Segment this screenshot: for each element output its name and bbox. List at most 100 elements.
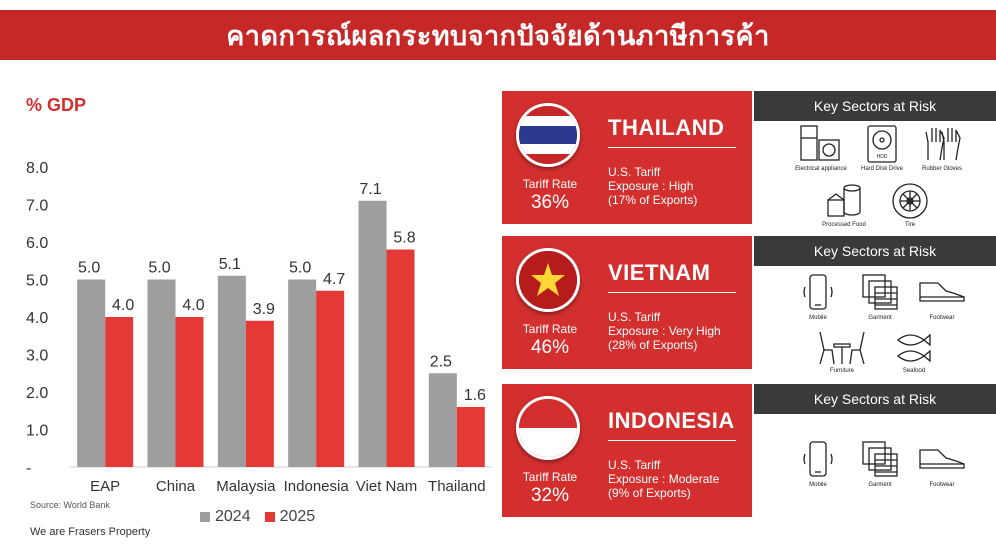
garment-icon xyxy=(862,274,898,310)
divider xyxy=(608,292,736,293)
country-card-indonesia: Tariff Rate 32% INDONESIA U.S. Tariff Ex… xyxy=(502,384,752,517)
footwear-icon xyxy=(919,449,965,469)
legend-swatch-2024 xyxy=(200,512,210,522)
mobile-icon xyxy=(803,441,833,477)
data-label: 2.5 xyxy=(430,353,452,370)
source-note: Source: World Bank xyxy=(30,500,110,510)
exposure-line-3: (28% of Exports) xyxy=(608,338,698,352)
y-tick-label: 7.0 xyxy=(26,198,48,215)
sector-footwear: Footwear xyxy=(912,273,972,321)
data-label: 5.0 xyxy=(289,260,311,277)
bar-2025-china xyxy=(175,317,204,467)
tariff-rate-label: Tariff Rate xyxy=(522,470,578,484)
appliance-icon xyxy=(800,125,840,161)
sector-tire: Tire xyxy=(880,182,940,228)
thailand-flag-icon xyxy=(516,103,580,167)
footer-note: We are Frasers Property xyxy=(30,526,151,538)
bar-2025-viet-nam xyxy=(386,249,415,467)
sector-seafood: Seafood xyxy=(886,330,942,374)
country-name: THAILAND xyxy=(608,115,725,140)
hard-disk-icon: HDD xyxy=(867,125,897,163)
mobile-icon xyxy=(803,274,833,310)
page-title: คาดการณ์ผลกระทบจากปัจจัยด้านภาษีการค้า xyxy=(226,20,770,52)
exposure-text: U.S. Tariff Exposure : High (17% of Expo… xyxy=(608,165,697,207)
y-tick-label: 2.0 xyxy=(26,385,48,402)
data-label: 1.6 xyxy=(464,387,486,404)
sector-electrical-appliance: Electrical appliance xyxy=(786,124,856,172)
divider xyxy=(608,440,736,441)
sector-header-indonesia: Key Sectors at Risk xyxy=(754,384,996,414)
sector-mobile: Mobile xyxy=(790,273,846,321)
data-label: 5.0 xyxy=(148,260,170,277)
y-tick-label: 6.0 xyxy=(26,235,48,252)
sector-processed-food: Processed Food xyxy=(814,182,874,228)
exposure-line-3: (17% of Exports) xyxy=(608,193,698,207)
processed-food-icon xyxy=(827,184,861,217)
sector-footwear: Footwear xyxy=(912,440,972,488)
exposure-line-3: (9% of Exports) xyxy=(608,486,691,500)
exposure-line-1: U.S. Tariff xyxy=(608,310,661,324)
x-tick-label: Indonesia xyxy=(284,478,350,495)
country-card-vietnam: Tariff Rate 46% VIETNAM U.S. Tariff Expo… xyxy=(502,236,752,369)
data-label: 4.0 xyxy=(112,297,134,314)
exposure-text: U.S. Tariff Exposure : Very High (28% of… xyxy=(608,310,721,352)
tariff-rate-label: Tariff Rate xyxy=(522,177,578,191)
bar-2024-viet-nam xyxy=(358,200,387,467)
exposure-text: U.S. Tariff Exposure : Moderate (9% of E… xyxy=(608,458,719,500)
country-name: INDONESIA xyxy=(608,408,735,433)
gdp-bar-chart: - 1.0 2.0 3.0 4.0 5.0 6.0 7.0 8.0 5.0 4.0 EAP 5.0 4.0… xyxy=(26,160,492,495)
x-tick-label: Thailand xyxy=(428,478,486,495)
furniture-icon xyxy=(819,331,865,365)
legend-label-2025: 2025 xyxy=(279,508,316,525)
legend-swatch-2025 xyxy=(264,512,275,522)
y-tick-label: 1.0 xyxy=(26,423,48,440)
x-tick-label: Viet Nam xyxy=(356,478,417,495)
seafood-icon xyxy=(896,333,931,363)
y-tick-label: - xyxy=(26,460,31,477)
sector-furniture: Furniture xyxy=(814,330,870,374)
country-card-thailand: Tariff Rate 36% THAILAND U.S. Tariff Exp… xyxy=(502,91,752,224)
sector-header-thailand: Key Sectors at Risk xyxy=(754,91,996,121)
chart-legend: 2024 2025 xyxy=(200,508,315,526)
legend-label-2024: 2024 xyxy=(215,508,251,525)
garment-icon xyxy=(862,441,898,477)
tariff-rate-value: 36% xyxy=(530,192,570,213)
sector-header-vietnam: Key Sectors at Risk xyxy=(754,236,996,266)
y-tick-label: 3.0 xyxy=(26,348,48,365)
vietnam-flag-icon xyxy=(516,248,580,312)
x-tick-label: China xyxy=(156,478,196,495)
bar-2024-malaysia xyxy=(217,275,246,467)
data-label: 5.8 xyxy=(393,230,415,247)
bar-2025-thailand xyxy=(456,407,485,467)
bar-2025-eap xyxy=(105,317,134,467)
title-bar: คาดการณ์ผลกระทบจากปัจจัยด้านภาษีการค้า xyxy=(0,10,996,60)
exposure-line-2: Exposure : High xyxy=(608,179,694,193)
y-tick-label: 5.0 xyxy=(26,273,48,290)
bar-2024-china xyxy=(147,279,176,467)
x-tick-label: Malaysia xyxy=(216,478,276,495)
country-name: VIETNAM xyxy=(608,260,711,285)
data-label: 3.9 xyxy=(253,301,275,318)
tariff-rate-label: Tariff Rate xyxy=(522,322,578,336)
tire-icon xyxy=(892,183,928,219)
gloves-icon xyxy=(925,128,961,161)
divider xyxy=(608,147,736,148)
sector-rubber-gloves: Rubber Gloves xyxy=(912,124,972,172)
legend-item-2024: 2024 xyxy=(200,508,251,526)
data-label: 5.1 xyxy=(219,256,241,273)
sector-mobile: Mobile xyxy=(790,440,846,488)
exposure-line-2: Exposure : Very High xyxy=(608,324,721,338)
y-tick-label: 4.0 xyxy=(26,310,48,327)
legend-item-2025: 2025 xyxy=(264,508,316,526)
data-label: 7.1 xyxy=(359,181,381,198)
indonesia-flag-icon xyxy=(516,396,580,460)
bar-2024-eap xyxy=(77,279,106,467)
exposure-line-1: U.S. Tariff xyxy=(608,458,661,472)
hdd-label: HDD xyxy=(877,154,888,160)
x-tick-label: EAP xyxy=(90,478,120,495)
sector-garment: Garment xyxy=(852,440,908,488)
bar-2024-indonesia xyxy=(288,279,317,467)
data-label: 4.0 xyxy=(182,297,204,314)
data-label: 5.0 xyxy=(78,260,100,277)
